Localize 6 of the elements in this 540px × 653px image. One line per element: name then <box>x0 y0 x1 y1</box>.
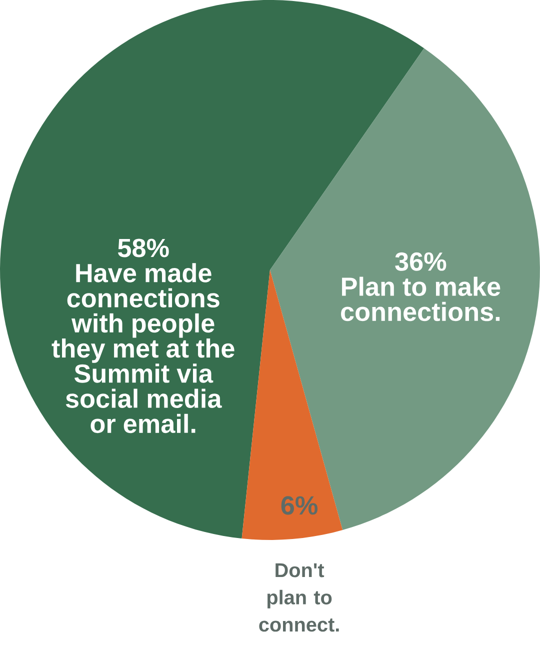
data-label: 58% <box>118 238 169 258</box>
data-label: 6% <box>281 496 318 515</box>
slice-label: Plan to make connections. <box>341 276 500 322</box>
slice-label: Don't plan to connect. <box>259 563 339 632</box>
slice-label: Have made connections with people they met at the Summit via social media or email. <box>52 263 234 434</box>
data-label: 36% <box>395 252 446 271</box>
